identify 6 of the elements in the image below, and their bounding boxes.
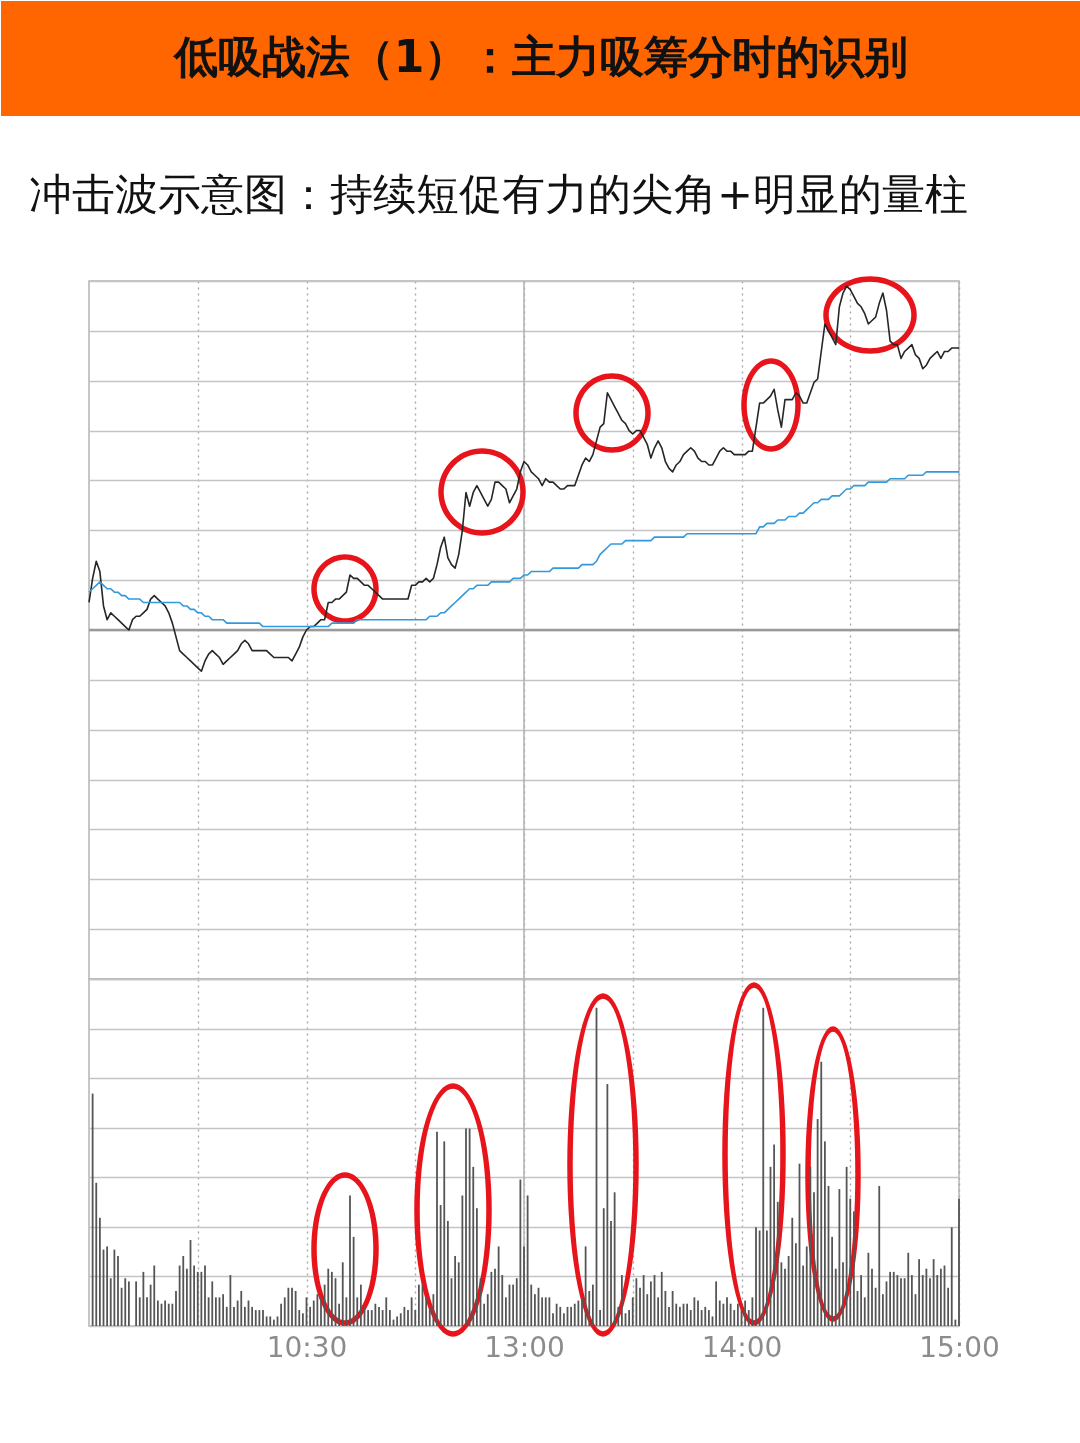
chart-title: 低吸战法（1）：主力吸筹分时的识别	[171, 30, 909, 82]
x-tick-label: 15:00	[919, 1330, 1000, 1364]
x-tick-label: 10:30	[266, 1330, 348, 1364]
x-tick-label: 13:00	[484, 1330, 565, 1364]
x-tick-label: 14:00	[701, 1330, 783, 1364]
chart-subtitle: 冲击波示意图：持续短促有力的尖角+明显的量柱	[29, 169, 969, 219]
